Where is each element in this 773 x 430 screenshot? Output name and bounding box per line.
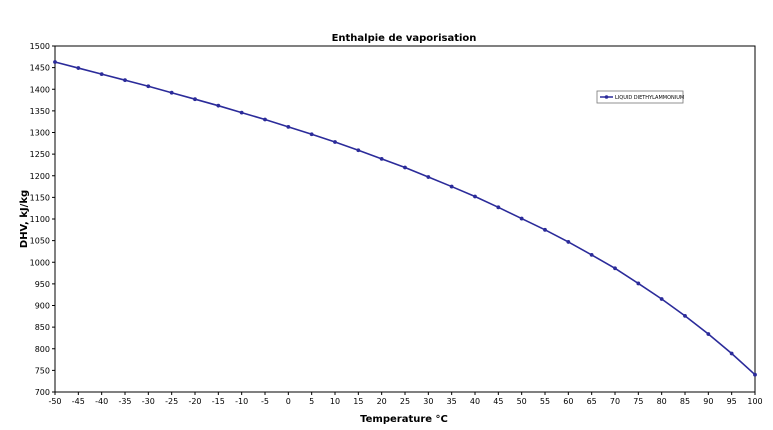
data-point — [309, 132, 314, 137]
x-tick-label: -15 — [212, 397, 225, 406]
x-tick-label: 60 — [563, 397, 573, 406]
x-tick-label: 100 — [747, 397, 762, 406]
data-point — [286, 124, 291, 129]
y-tick-label: 750 — [35, 366, 50, 375]
y-tick-label: 800 — [35, 345, 50, 354]
data-point — [566, 240, 571, 244]
data-point — [613, 266, 617, 271]
data-point — [449, 184, 454, 189]
x-tick-label: 30 — [423, 397, 433, 406]
x-tick-label: -45 — [72, 397, 85, 406]
data-point — [706, 332, 711, 336]
x-tick-label: 15 — [353, 397, 363, 406]
x-tick-label: -50 — [48, 397, 61, 406]
data-point — [356, 148, 361, 153]
y-tick-label: 850 — [35, 323, 50, 332]
x-tick-label: 95 — [727, 397, 737, 406]
x-tick-label: 70 — [610, 397, 620, 406]
x-tick-label: -10 — [235, 397, 248, 406]
data-point — [379, 156, 384, 161]
x-tick-label: 85 — [680, 397, 690, 406]
x-tick-label: -20 — [188, 397, 201, 406]
x-tick-label: 35 — [447, 397, 457, 406]
data-point — [659, 297, 664, 301]
x-tick-label: 50 — [517, 397, 527, 406]
y-tick-label: 900 — [35, 302, 50, 311]
y-tick-label: 950 — [35, 280, 50, 289]
x-axis: -50 -45 -40 -35 -30 -25 -20 -15 -10 -5 0 5 10 15 20 25 3… — [48, 392, 763, 406]
x-axis-label: Temperature °C — [360, 414, 448, 425]
x-tick-label: 45 — [493, 397, 503, 406]
data-point — [333, 140, 337, 144]
x-tick-label: 75 — [633, 397, 643, 406]
data-point — [729, 351, 734, 356]
data-point — [683, 313, 687, 318]
y-axis: 1500 1450 1400 1350 1300 1250 1200 1150 1100 1050… — [30, 42, 55, 397]
y-tick-label: 1200 — [30, 172, 50, 181]
x-tick-label: 65 — [587, 397, 597, 406]
x-tick-label: 0 — [286, 397, 291, 406]
data-point — [519, 216, 524, 221]
x-tick-label: 40 — [470, 397, 480, 406]
data-point — [473, 194, 477, 199]
y-tick-label: 1400 — [30, 85, 50, 94]
x-tick-label: 25 — [400, 397, 410, 406]
data-point — [99, 72, 104, 77]
data-point — [239, 110, 244, 115]
data-point — [146, 84, 151, 89]
x-tick-label: 55 — [540, 397, 550, 406]
legend-entry-label: LIQUID DIETHYLAMMONIUM — [615, 95, 684, 101]
y-tick-label: 1500 — [30, 42, 50, 51]
x-tick-label: 90 — [703, 397, 713, 406]
legend: LIQUID DIETHYLAMMONIUM — [596, 90, 684, 104]
x-tick-label: -40 — [95, 397, 108, 406]
data-point — [753, 372, 757, 377]
y-tick-label: 1100 — [30, 215, 50, 224]
series-layer — [53, 60, 757, 377]
data-point — [123, 78, 127, 83]
y-tick-label: 1000 — [30, 258, 50, 267]
legend-swatch-marker — [604, 95, 609, 99]
data-point — [193, 97, 197, 102]
y-tick-label: 700 — [35, 388, 50, 397]
data-point — [636, 281, 641, 286]
data-point — [589, 252, 594, 257]
y-tick-label: 1350 — [30, 107, 50, 116]
y-tick-label: 1250 — [30, 150, 50, 159]
y-axis-label: DHV, kJ/kg — [19, 190, 30, 248]
y-tick-label: 1150 — [30, 193, 50, 202]
x-tick-label: 10 — [330, 397, 340, 406]
data-point — [169, 90, 174, 95]
y-tick-label: 1300 — [30, 129, 50, 138]
y-tick-label: 1450 — [30, 64, 50, 73]
data-point — [426, 175, 431, 179]
chart-title: Enthalpie de vaporisation — [332, 33, 477, 44]
x-tick-label: -30 — [142, 397, 155, 406]
x-tick-label: 20 — [377, 397, 387, 406]
x-tick-label: -5 — [261, 397, 269, 406]
data-point — [216, 103, 221, 108]
data-point — [403, 165, 407, 170]
x-tick-label: 5 — [309, 397, 314, 406]
data-point — [53, 60, 57, 64]
data-point — [76, 66, 81, 70]
data-point — [263, 117, 267, 122]
x-tick-label: 80 — [657, 397, 667, 406]
data-point — [496, 205, 501, 210]
legend-box — [596, 90, 684, 104]
data-point — [543, 227, 547, 232]
plot-area — [54, 45, 756, 393]
x-tick-label: -25 — [165, 397, 178, 406]
y-tick-label: 1050 — [30, 237, 50, 246]
x-tick-label: -35 — [118, 397, 131, 406]
